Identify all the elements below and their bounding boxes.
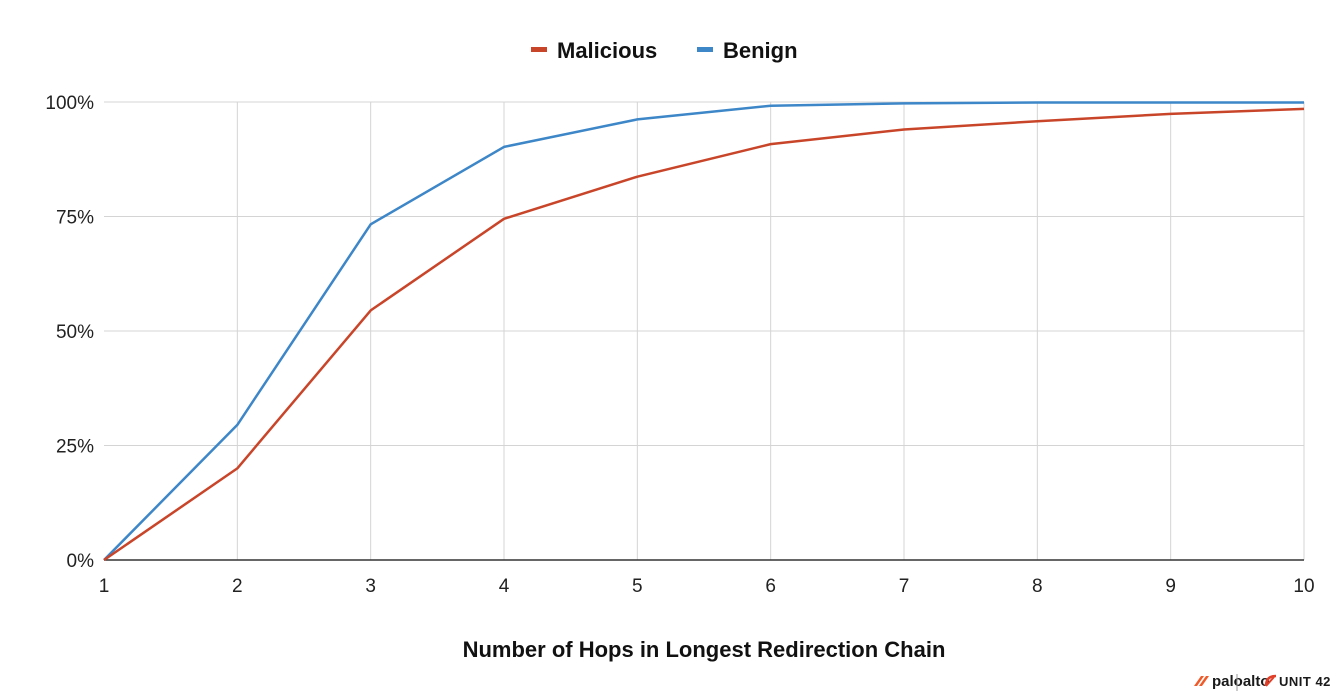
legend-swatch-malicious bbox=[531, 47, 547, 52]
y-tick-label: 75% bbox=[56, 208, 94, 229]
x-tick-label: 9 bbox=[1165, 576, 1176, 597]
x-axis-ticks: 1 2 3 4 5 6 7 8 9 10 bbox=[99, 576, 1315, 597]
legend-label-benign: Benign bbox=[723, 38, 798, 63]
y-axis-ticks: 0% 25% 50% 75% 100% bbox=[45, 93, 94, 572]
x-tick-label: 1 bbox=[99, 576, 110, 597]
x-tick-label: 4 bbox=[499, 576, 510, 597]
unit42-wordmark: UNIT 42 bbox=[1279, 674, 1331, 689]
paloalto-logo: paloalto bbox=[1194, 673, 1270, 690]
x-tick-label: 8 bbox=[1032, 576, 1043, 597]
paloalto-mark-icon bbox=[1194, 676, 1204, 686]
x-tick-label: 6 bbox=[765, 576, 776, 597]
x-tick-label: 5 bbox=[632, 576, 643, 597]
unit42-mark-slash bbox=[1265, 676, 1275, 687]
grid bbox=[104, 101, 1305, 561]
x-axis-title: Number of Hops in Longest Redirection Ch… bbox=[463, 637, 946, 662]
series-line-benign bbox=[103, 101, 1304, 561]
x-tick-label: 7 bbox=[899, 576, 910, 597]
x-tick-label: 2 bbox=[232, 576, 243, 597]
branding: paloalto UNIT 42 bbox=[1194, 673, 1331, 691]
legend: Malicious Benign bbox=[531, 38, 798, 63]
series-lines bbox=[103, 101, 1305, 562]
paloalto-wordmark: paloalto bbox=[1212, 673, 1270, 690]
y-tick-label: 0% bbox=[67, 551, 95, 572]
x-tick-label: 10 bbox=[1293, 576, 1314, 597]
legend-label-malicious: Malicious bbox=[557, 38, 657, 63]
y-tick-label: 50% bbox=[56, 322, 94, 343]
legend-swatch-benign bbox=[697, 47, 713, 52]
series-line-malicious bbox=[103, 107, 1305, 562]
unit42-logo: UNIT 42 bbox=[1264, 674, 1331, 689]
paloalto-mark-icon-2 bbox=[1199, 676, 1209, 686]
x-tick-label: 3 bbox=[365, 576, 376, 597]
y-tick-label: 100% bbox=[45, 93, 94, 114]
y-tick-label: 25% bbox=[56, 437, 94, 458]
